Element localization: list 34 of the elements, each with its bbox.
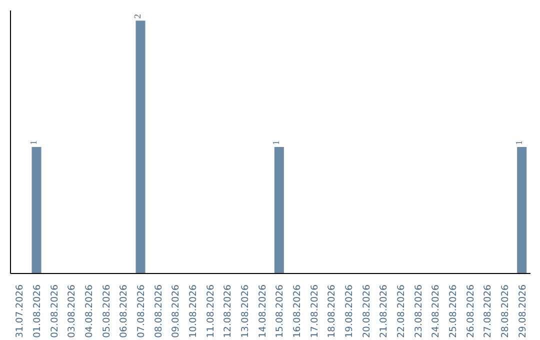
x-tick-label: 17.08.2026 [309, 284, 320, 338]
x-tick-label: 07.08.2026 [136, 284, 147, 338]
x-tick-label: 19.08.2026 [344, 284, 355, 338]
x-tick-label: 09.08.2026 [170, 284, 182, 338]
x-tick-label: 31.07.2026 [14, 284, 26, 338]
x-tick-label: 13.08.2026 [240, 284, 251, 338]
x-tick-label: 08.08.2026 [153, 284, 164, 338]
x-tick-label: 11.08.2026 [205, 284, 216, 338]
data-label: 1 [514, 140, 525, 146]
x-tick-label: 25.08.2026 [448, 284, 459, 338]
data-label: 1 [272, 140, 282, 146]
x-tick-label: 02.08.2026 [49, 284, 60, 338]
x-tick-label: 22.08.2026 [396, 284, 407, 338]
x-tick-label: 05.08.2026 [101, 284, 112, 338]
x-tick-label: 03.08.2026 [66, 284, 78, 338]
x-tick-label: 14.08.2026 [257, 284, 268, 338]
x-tick-label: 01.08.2026 [32, 284, 43, 338]
x-tick-label: 21.08.2026 [378, 284, 390, 338]
data-label: 2 [134, 14, 144, 19]
data-label: 1 [30, 140, 40, 146]
x-tick-label: 20.08.2026 [361, 284, 372, 338]
x-tick-label: 04.08.2026 [84, 284, 95, 338]
x-tick-label: 23.08.2026 [413, 284, 424, 338]
x-tick-label: 27.08.2026 [482, 284, 494, 338]
x-tick-label: 26.08.2026 [465, 284, 476, 338]
x-tick-label: 06.08.2026 [118, 284, 130, 338]
x-tick-label: 29.08.2026 [517, 284, 528, 338]
x-tick-label: 12.08.2026 [222, 284, 234, 338]
x-tick-label: 28.08.2026 [500, 284, 511, 338]
x-tick-label: 24.08.2026 [430, 284, 442, 338]
x-tick-label: 15.08.2026 [274, 284, 286, 338]
x-tick-label: 16.08.2026 [292, 284, 303, 338]
x-tick-label: 18.08.2026 [326, 284, 338, 338]
x-tick-label: 10.08.2026 [188, 284, 199, 338]
